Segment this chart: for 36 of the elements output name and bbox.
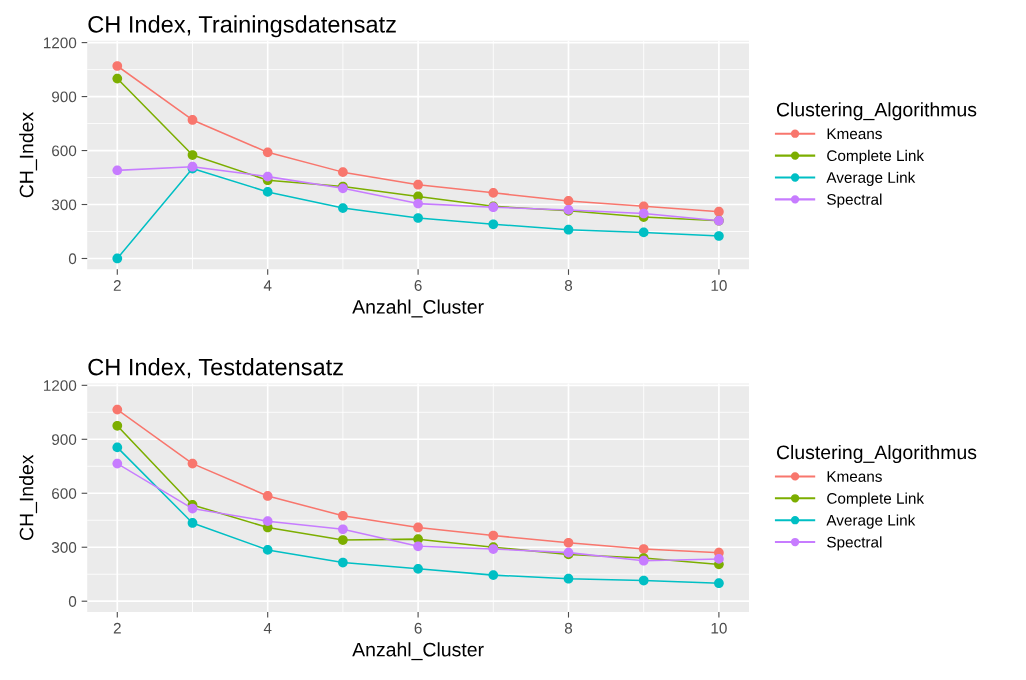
legend-label: Kmeans bbox=[827, 471, 882, 482]
legend-label: Kmeans bbox=[827, 128, 882, 140]
legend-label: Spectral bbox=[827, 536, 882, 551]
legend-label: Average Link bbox=[826, 514, 916, 529]
x-tick-label: 8 bbox=[564, 280, 573, 291]
y-tick-label: 0 bbox=[68, 253, 77, 265]
y-tick-label: 900 bbox=[52, 91, 77, 103]
x-axis-title: Anzahl_Cluster bbox=[352, 642, 484, 661]
x-tick-label: 2 bbox=[113, 622, 121, 634]
y-tick-label: 0 bbox=[68, 596, 77, 607]
x-tick-label: 8 bbox=[564, 622, 573, 634]
legend-label: Spectral bbox=[827, 193, 882, 208]
legend-label: Complete Link bbox=[827, 149, 925, 165]
y-tick-label: 1200 bbox=[43, 380, 77, 392]
chart-title: CH Index, Testdatensatz bbox=[88, 358, 343, 379]
y-tick-label: 600 bbox=[52, 145, 77, 157]
legend-title: Clustering_Algorithmus bbox=[776, 444, 977, 464]
legend-title: Clustering_Algorithmus bbox=[776, 102, 977, 121]
x-tick-label: 10 bbox=[711, 280, 727, 291]
y-axis-title: CH_Index bbox=[19, 112, 38, 198]
legend-label: Average Link bbox=[826, 171, 916, 186]
legend-label: Complete Link bbox=[827, 492, 925, 507]
x-tick-label: 4 bbox=[263, 622, 272, 634]
y-tick-label: 900 bbox=[52, 434, 77, 445]
chart-title: CH Index, Trainingsdatensatz bbox=[88, 15, 396, 38]
x-tick-label: 10 bbox=[711, 622, 727, 634]
y-tick-label: 600 bbox=[52, 488, 77, 499]
x-tick-label: 4 bbox=[263, 280, 272, 291]
y-tick-label: 300 bbox=[51, 542, 77, 553]
y-tick-label: 300 bbox=[51, 199, 77, 211]
x-tick-label: 6 bbox=[414, 280, 422, 291]
x-tick-label: 6 bbox=[414, 622, 422, 634]
y-axis-title: CH_Index bbox=[19, 454, 38, 540]
x-axis-title: Anzahl_Cluster bbox=[352, 299, 484, 318]
x-tick-label: 2 bbox=[113, 280, 121, 291]
y-tick-label: 1200 bbox=[43, 37, 77, 49]
